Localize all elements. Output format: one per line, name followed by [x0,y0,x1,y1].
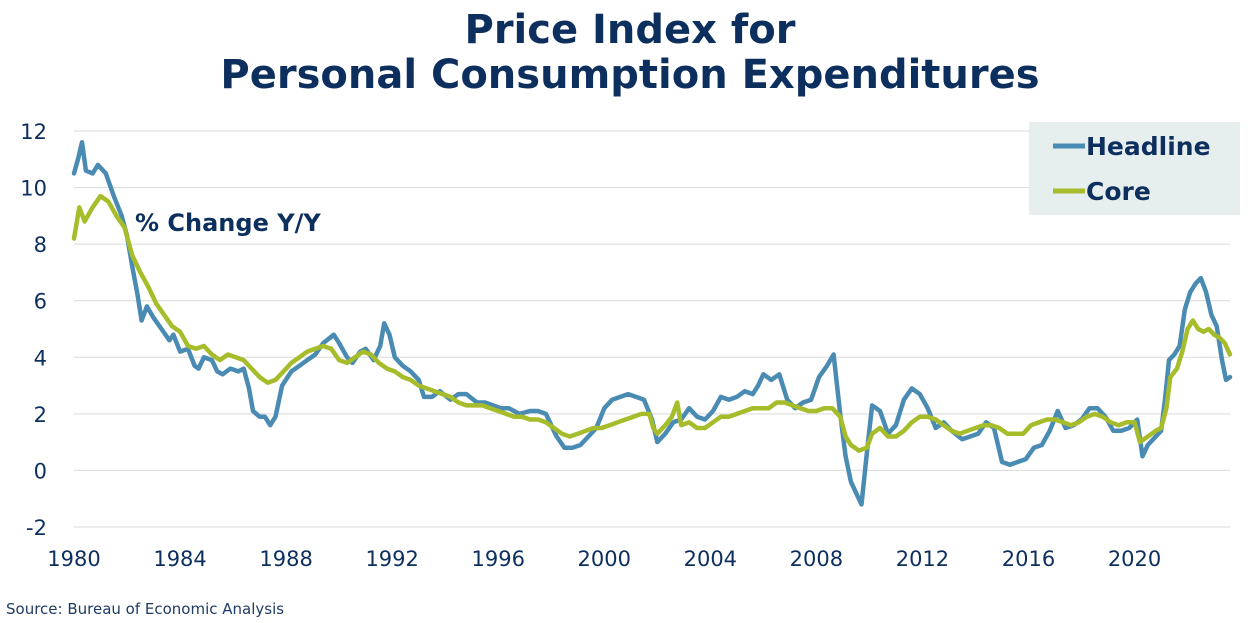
y-tick-label: 12 [20,120,47,144]
x-tick-label: 1988 [259,547,312,571]
x-tick-label: 2008 [790,547,843,571]
y-tick-label: 4 [34,346,47,370]
x-tick-label: 2020 [1108,547,1161,571]
x-tick-label: 1996 [471,547,524,571]
legend-background [1029,122,1240,215]
y-tick-label: 6 [34,290,47,314]
x-axis-ticks: 1980 1984 1988 1992 1996 2000 2004 2008 2012 2016… [47,547,1161,571]
y-tick-label: -2 [26,516,47,540]
x-tick-label: 1992 [365,547,418,571]
chart-annotation: % Change Y/Y [135,209,321,237]
y-tick-label: 2 [34,403,47,427]
source-note: Source: Bureau of Economic Analysis [6,600,285,618]
chart-title-line-2: Personal Consumption Expenditures [220,52,1040,98]
x-tick-label: 1980 [47,547,100,571]
series-lines [71,140,1233,507]
x-tick-label: 2012 [896,547,949,571]
y-axis-ticks: -2 0 2 4 6 8 10 12 [20,120,47,540]
x-tick-label: 2016 [1002,547,1055,571]
y-tick-label: 0 [34,459,47,483]
x-tick-label: 2000 [578,547,631,571]
legend-label-core: Core [1086,177,1151,206]
y-tick-label: 10 [20,177,47,201]
series-line-core [71,193,1233,453]
x-tick-label: 1984 [153,547,206,571]
x-tick-label: 2004 [684,547,737,571]
legend: Headline Core [1029,122,1240,215]
legend-label-headline: Headline [1086,132,1211,161]
y-tick-label: 8 [34,233,47,257]
chart-title-line-1: Price Index for [464,7,796,53]
chart-title: Price Index for Personal Consumption Exp… [0,8,1260,98]
